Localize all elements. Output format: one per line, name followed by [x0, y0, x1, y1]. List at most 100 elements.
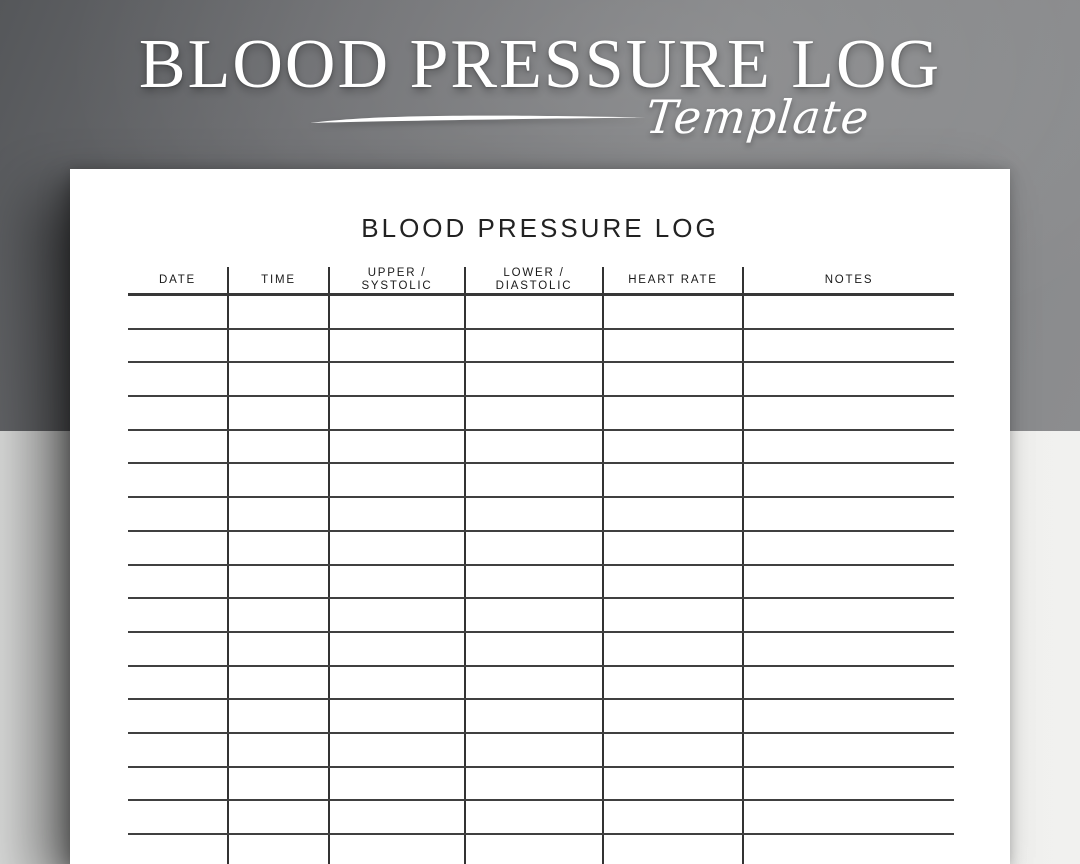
- table-row: [128, 498, 954, 532]
- table-row: [128, 835, 954, 864]
- column-header-line: DATE: [158, 273, 197, 286]
- column-header-line: TIME: [261, 273, 296, 286]
- banner-subtitle: Template: [643, 90, 873, 144]
- table-cell: [330, 666, 466, 699]
- table-row: [128, 733, 954, 768]
- table-cell: [330, 296, 466, 328]
- table-cell: [330, 767, 466, 800]
- table-cell: [128, 498, 229, 530]
- table-cell: [466, 397, 604, 429]
- table-cell: [744, 835, 954, 864]
- table-cell: [744, 667, 954, 699]
- table-cell: [128, 430, 229, 463]
- table-row: [128, 464, 954, 499]
- table-cell: [604, 835, 744, 864]
- banner-title: BLOOD PRESSURE LOG: [138, 26, 942, 103]
- column-header-date: DATE: [128, 267, 229, 293]
- table-row: [128, 666, 954, 701]
- table-cell: [466, 733, 604, 766]
- banner: BLOOD PRESSURE LOG Template: [0, 0, 1080, 169]
- table-row: [128, 599, 954, 633]
- table-cell: [128, 329, 229, 362]
- table-cell: [229, 430, 330, 463]
- paper-sheet: BLOOD PRESSURE LOG DATE TIME UPPER / SYSTOL…: [70, 169, 1010, 864]
- table-cell: [744, 532, 954, 564]
- blood-pressure-table: DATE TIME UPPER / SYSTOLIC LOWER / DIASTOLIC H…: [128, 267, 954, 864]
- table-cell: [330, 498, 466, 530]
- table-cell: [330, 430, 466, 463]
- table-row: [128, 801, 954, 835]
- table-row: [128, 430, 954, 465]
- column-header-upper-systolic: UPPER / SYSTOLIC: [330, 267, 466, 293]
- column-header-line: UPPER /: [367, 267, 427, 279]
- table-cell: [744, 397, 954, 429]
- column-header-line: NOTES: [824, 273, 874, 286]
- table-cell: [128, 397, 229, 429]
- swoosh-flourish-icon: [310, 115, 646, 123]
- table-cell: [128, 363, 229, 396]
- table-cell: [604, 801, 744, 833]
- column-header-line: DIASTOLIC: [495, 280, 573, 292]
- table-cell: [229, 464, 330, 497]
- table-cell: [744, 464, 954, 496]
- table-cell: [128, 767, 229, 800]
- table-cell: [330, 565, 466, 598]
- table-row: [128, 397, 954, 431]
- table-cell: [229, 599, 330, 631]
- table-cell: [604, 531, 744, 564]
- table-row: [128, 565, 954, 600]
- table-cell: [744, 330, 954, 362]
- table-cell: [330, 700, 466, 732]
- table-cell: [128, 801, 229, 833]
- table-cell: [744, 633, 954, 665]
- table-cell: [330, 599, 466, 631]
- table-cell: [466, 632, 604, 665]
- table-cell: [229, 565, 330, 598]
- table-cell: [330, 464, 466, 497]
- table-row: [128, 632, 954, 667]
- table-cell: [229, 397, 330, 429]
- column-header-line: LOWER /: [503, 267, 565, 279]
- table-cell: [128, 835, 229, 864]
- table-cell: [466, 835, 604, 864]
- table-cell: [330, 801, 466, 833]
- table-cell: [466, 430, 604, 463]
- table-cell: [604, 700, 744, 732]
- table-cell: [466, 296, 604, 328]
- table-cell: [330, 835, 466, 864]
- table-cell: [744, 431, 954, 463]
- table-row: [128, 700, 954, 734]
- table-cell: [330, 363, 466, 396]
- table-cell: [128, 565, 229, 598]
- table-cell: [330, 632, 466, 665]
- table-body: [128, 296, 954, 864]
- table-cell: [744, 734, 954, 766]
- table-cell: [744, 599, 954, 631]
- table-cell: [229, 700, 330, 732]
- table-row: [128, 329, 954, 364]
- table-row: [128, 531, 954, 566]
- table-cell: [744, 498, 954, 530]
- page-title: BLOOD PRESSURE LOG: [361, 213, 719, 243]
- table-cell: [229, 767, 330, 800]
- table-cell: [229, 801, 330, 833]
- table-cell: [604, 666, 744, 699]
- table-cell: [604, 599, 744, 631]
- table-cell: [330, 733, 466, 766]
- column-header-heart-rate: HEART RATE: [604, 267, 744, 293]
- table-cell: [229, 835, 330, 864]
- table-cell: [604, 363, 744, 396]
- table-cell: [128, 733, 229, 766]
- table-cell: [744, 700, 954, 732]
- table-row: [128, 767, 954, 802]
- table-cell: [466, 464, 604, 497]
- table-cell: [744, 566, 954, 598]
- table-cell: [466, 700, 604, 732]
- table-cell: [128, 632, 229, 665]
- table-cell: [128, 666, 229, 699]
- table-cell: [744, 363, 954, 395]
- column-header-line: HEART RATE: [628, 273, 718, 286]
- table-cell: [466, 565, 604, 598]
- table-cell: [330, 531, 466, 564]
- table-cell: [128, 464, 229, 497]
